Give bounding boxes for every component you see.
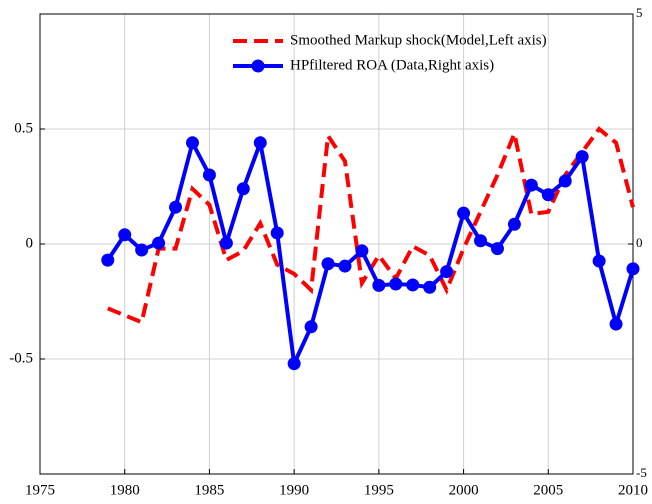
series-marker [423,280,437,294]
series-marker [135,243,149,257]
x-tick-label: 1985 [194,482,224,498]
series-marker [101,253,115,267]
series-marker [304,320,318,334]
series-marker [490,242,504,256]
series-marker [592,254,606,268]
series-marker [575,150,589,164]
legend-label: HPfiltered ROA (Data,Right axis) [290,57,494,73]
series-marker [474,234,488,248]
x-tick-label: 1975 [25,482,55,498]
series-marker [372,278,386,292]
series-marker [440,265,454,279]
series-marker [321,257,335,271]
x-tick-label: 1995 [364,482,394,498]
x-tick-label: 1990 [279,482,309,498]
series-marker [355,244,369,258]
series-marker [626,262,640,276]
series-marker [457,206,471,220]
x-tick-label: 2005 [533,482,563,498]
x-tick-label: 2000 [449,482,479,498]
series-marker [558,174,572,188]
y-tick-label: -0.5 [9,350,33,366]
series-marker [219,236,233,250]
series-marker [406,278,420,292]
x-tick-label: 1980 [110,482,140,498]
series-marker [152,236,166,250]
y-tick-label: 0.5 [14,120,33,136]
series-marker [609,317,623,331]
y2-tick-label: -5 [636,465,647,480]
y2-tick-label: 0 [636,235,643,250]
y2-tick-label: 5 [636,5,643,20]
series-marker [185,136,199,150]
legend-marker [251,59,265,73]
series-marker [253,136,267,150]
series-marker [338,259,352,273]
series-marker [236,182,250,196]
y-tick-label: 0 [26,235,34,251]
x-tick-label: 2010 [618,482,648,498]
series-marker [287,357,301,371]
plot-frame [39,13,634,475]
series-marker [118,228,132,242]
series-marker [169,200,183,214]
series-marker [524,178,538,192]
series-marker [202,168,216,182]
series-marker [270,226,284,240]
series-marker [541,188,555,202]
series-marker [507,217,521,231]
series-marker [389,277,403,291]
legend-label: Smoothed Markup shock(Model,Left axis) [290,32,547,48]
